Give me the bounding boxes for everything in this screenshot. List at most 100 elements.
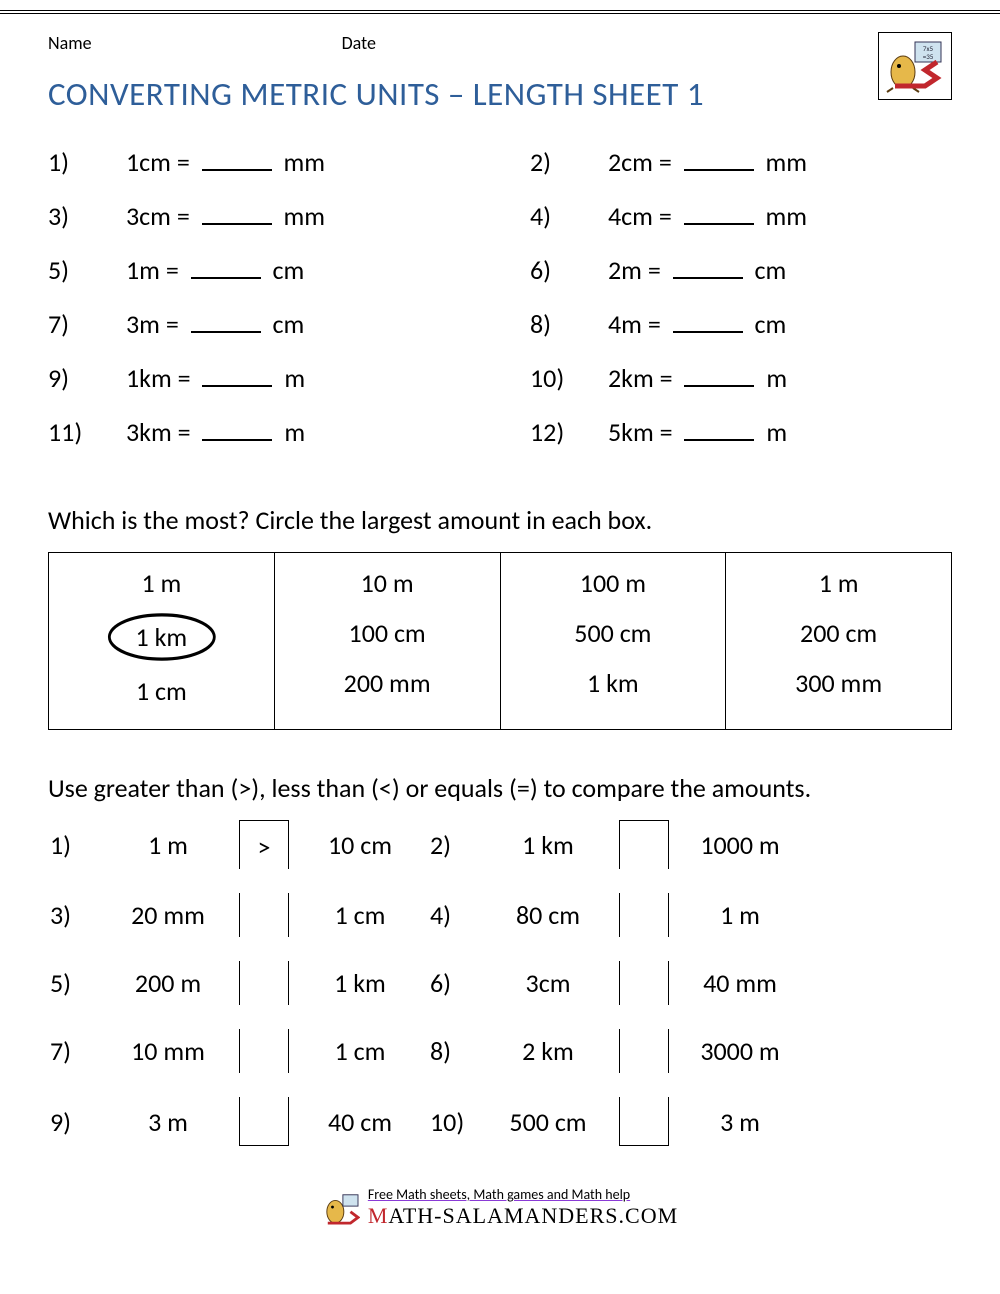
compare-number: 1) (48, 829, 100, 861)
conversion-problem: 6)2m = cm (530, 254, 952, 286)
conversion-problems-grid: 1)1cm = mm 2)2cm = mm 3) 3cm = mm 4)4cm = mm… (48, 146, 952, 448)
conversion-problem: 7)3m = cm (48, 308, 470, 340)
problem-number: 3) (48, 200, 108, 232)
compare-right-value: 1 cm (300, 899, 420, 931)
problem-number: 10) (530, 362, 590, 394)
compare-left-value: 500 cm (488, 1106, 608, 1138)
compare-left-value: 200 m (108, 967, 228, 999)
problem-number: 7) (48, 308, 108, 340)
footer: Free Math sheets, Math games and Math he… (48, 1186, 952, 1229)
problem-expression: 1m = cm (126, 254, 304, 286)
amount-option: 200 cm (800, 617, 877, 649)
compare-number: 8) (428, 1035, 480, 1067)
compare-section: 1)1 m>10 cm2)1 km1000 m3)20 mm1 cm4)80 c… (48, 820, 952, 1146)
compare-right-value: 3000 m (680, 1035, 800, 1067)
compare-box-cell[interactable] (616, 893, 672, 937)
amount-option: 500 cm (574, 617, 651, 649)
problem-expression: 5km = m (608, 416, 787, 448)
problem-number: 8) (530, 308, 590, 340)
footer-logo-icon (322, 1191, 360, 1225)
problem-expression: 3cm = mm (126, 200, 325, 232)
compare-number: 2) (428, 829, 480, 861)
answer-blank[interactable] (673, 263, 743, 279)
compare-right-value: 40 cm (300, 1106, 420, 1138)
conversion-problem: 12) 5km = m (530, 416, 952, 448)
problem-expression: 1km = m (126, 362, 305, 394)
amount-option: 200 mm (344, 667, 431, 699)
answer-blank[interactable] (673, 317, 743, 333)
compare-box-cell[interactable] (236, 1097, 292, 1146)
largest-amount-table: 1 m1 km1 cm10 m100 cm200 mm100 m500 cm1 … (48, 552, 952, 730)
answer-blank[interactable] (684, 425, 754, 441)
header-row: Name Date 7x5 =35 (48, 32, 952, 54)
compare-left-value: 1 m (108, 829, 228, 861)
problem-expression: 3km = m (126, 416, 305, 448)
amount-option: 1 km (587, 667, 639, 699)
compare-box-cell[interactable] (236, 1029, 292, 1073)
svg-text:=35: =35 (923, 52, 934, 61)
problem-expression: 1cm = mm (126, 146, 325, 178)
compare-number: 9) (48, 1106, 100, 1138)
circled-answer: 1 km (112, 617, 212, 657)
amount-box[interactable]: 10 m 100 cm 200 mm (274, 553, 500, 730)
compare-right-value: 1 m (680, 899, 800, 931)
compare-box-cell[interactable] (236, 893, 292, 937)
amount-box[interactable]: 100 m500 cm1 km (500, 553, 726, 730)
answer-blank[interactable] (191, 263, 261, 279)
amount-option: 1 m (819, 567, 859, 599)
problem-number: 5) (48, 254, 108, 286)
amount-option: 100 cm (349, 617, 426, 649)
problem-number: 11) (48, 416, 108, 448)
amount-box[interactable]: 1 m 1 km 1 cm (49, 553, 275, 730)
worksheet-page: Name Date 7x5 =35 CONVERTING METRIC UNIT… (0, 10, 1000, 1241)
compare-number: 5) (48, 967, 100, 999)
amount-box[interactable]: 1 m 200 cm 300 mm (726, 553, 952, 730)
conversion-problem: 4)4cm = mm (530, 200, 952, 232)
answer-blank[interactable] (684, 209, 754, 225)
compare-box-cell[interactable] (616, 1029, 672, 1073)
compare-box-cell[interactable] (236, 961, 292, 1005)
compare-number: 3) (48, 899, 100, 931)
conversion-problem: 9) 1km = m (48, 362, 470, 394)
conversion-problem: 10) 2km = m (530, 362, 952, 394)
amount-option: 1 m (141, 567, 181, 599)
logo-box: 7x5 =35 (878, 32, 952, 100)
compare-box-cell[interactable]: > (236, 820, 292, 869)
conversion-problem: 8) 4m = cm (530, 308, 952, 340)
problem-number: 9) (48, 362, 108, 394)
problem-expression: 2m = cm (608, 254, 786, 286)
conversion-problem: 2)2cm = mm (530, 146, 952, 178)
answer-blank[interactable] (202, 155, 272, 171)
compare-number: 7) (48, 1035, 100, 1067)
compare-left-value: 1 km (488, 829, 608, 861)
compare-left-value: 80 cm (488, 899, 608, 931)
compare-right-value: 1 km (300, 967, 420, 999)
compare-box-cell[interactable] (616, 1097, 672, 1146)
answer-blank[interactable] (684, 371, 754, 387)
problem-number: 12) (530, 416, 590, 448)
conversion-problem: 1)1cm = mm (48, 146, 470, 178)
problem-expression: 4m = cm (608, 308, 786, 340)
problem-expression: 2km = m (608, 362, 787, 394)
amount-option: 10 m (361, 567, 414, 599)
compare-left-value: 20 mm (108, 899, 228, 931)
compare-right-value: 40 mm (680, 967, 800, 999)
answer-blank[interactable] (191, 317, 261, 333)
compare-left-value: 3 m (108, 1106, 228, 1138)
conversion-problem: 3) 3cm = mm (48, 200, 470, 232)
answer-blank[interactable] (202, 209, 272, 225)
compare-left-value: 10 mm (108, 1035, 228, 1067)
answer-blank[interactable] (202, 371, 272, 387)
page-title: CONVERTING METRIC UNITS – LENGTH SHEET 1 (48, 74, 952, 114)
compare-box-cell[interactable] (616, 961, 672, 1005)
answer-blank[interactable] (684, 155, 754, 171)
compare-right-value: 1 cm (300, 1035, 420, 1067)
amount-option: 300 mm (795, 667, 882, 699)
amount-option: 1 cm (136, 675, 187, 707)
answer-blank[interactable] (202, 425, 272, 441)
footer-tagline: Free Math sheets, Math games and Math he… (368, 1186, 678, 1203)
date-label: Date (342, 32, 376, 54)
compare-right-value: 3 m (680, 1106, 800, 1138)
compare-box-cell[interactable] (616, 820, 672, 869)
compare-right-value: 10 cm (300, 829, 420, 861)
